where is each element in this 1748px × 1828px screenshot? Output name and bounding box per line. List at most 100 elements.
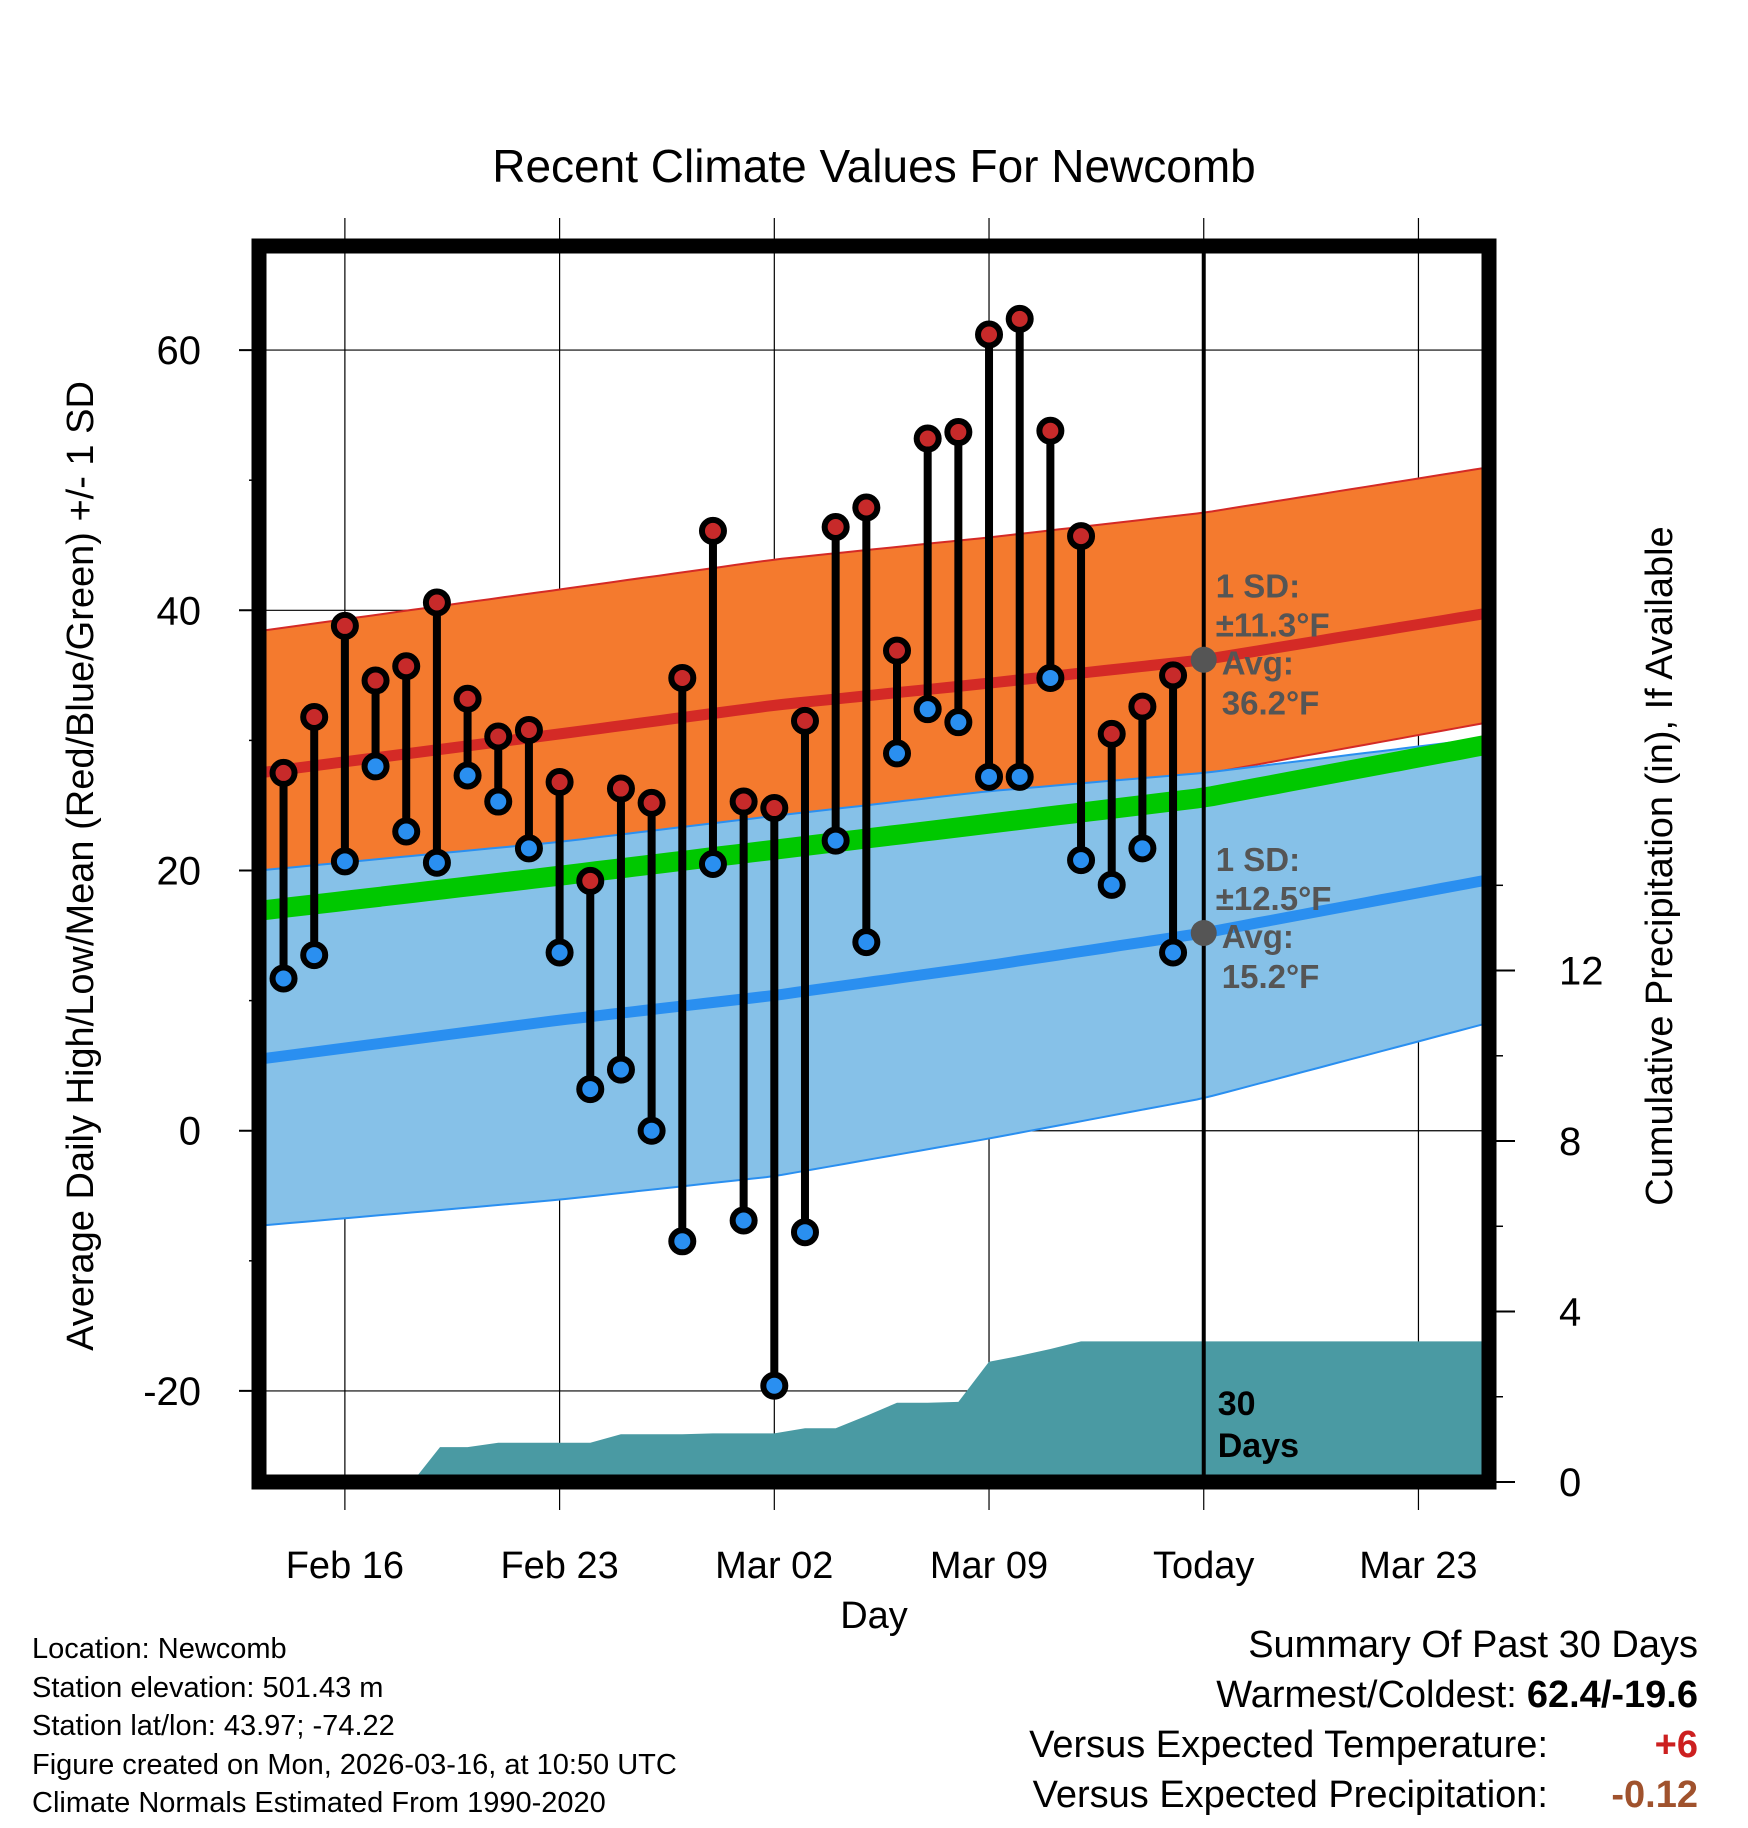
obs-high-point: [1128, 692, 1157, 721]
y2-tick-label: 12: [1559, 950, 1604, 994]
obs-high-point: [1005, 304, 1034, 333]
plot-frame: [251, 238, 1497, 1490]
obs-high-point: [1097, 719, 1126, 748]
high-sd-label: 1 SD:: [1216, 568, 1300, 605]
obs-low-point: [760, 1371, 789, 1400]
obs-high-point: [1036, 416, 1065, 445]
obs-high-point: [821, 513, 850, 542]
obs-low-point: [422, 848, 451, 877]
precipitation-area: [259, 1341, 1489, 1482]
obs-low-point: [1128, 834, 1157, 863]
precip-value: -0.12: [1611, 1774, 1698, 1816]
obs-low-point: [1159, 938, 1188, 967]
obs-high-point: [484, 722, 513, 751]
obs-low-point: [1097, 870, 1126, 899]
obs-low-point: [668, 1227, 697, 1256]
high-avg-marker: [1190, 646, 1217, 673]
y2-tick-label: 8: [1559, 1120, 1581, 1164]
obs-low-point: [576, 1075, 605, 1104]
low-avg-label: Avg:: [1222, 918, 1294, 955]
obs-high-point: [975, 320, 1004, 349]
y2-axis: 12 8 4 0: [1489, 884, 1604, 1505]
obs-low-point: [300, 941, 329, 970]
x-tick-label: Mar 23: [1359, 1545, 1477, 1587]
low-avg-value: 15.2°F: [1222, 958, 1320, 995]
obs-low-point: [545, 938, 574, 967]
x-tick-label: Mar 09: [930, 1545, 1048, 1587]
summary-box: Summary Of Past 30 Days Warmest/Coldest:…: [1029, 1620, 1698, 1820]
days-label: Days: [1218, 1427, 1299, 1465]
obs-high-point: [453, 684, 482, 713]
summary-temp: Versus Expected Temperature: +6: [1029, 1720, 1698, 1770]
station-info: Location: Newcomb Station elevation: 501…: [32, 1630, 677, 1823]
high-avg-value: 36.2°F: [1222, 685, 1320, 722]
x-tick-label: Today: [1153, 1545, 1254, 1587]
x-axis: Feb 16 Feb 23 Mar 02 Mar 09 Today Mar 23: [286, 1545, 1478, 1587]
obs-high-point: [361, 666, 390, 695]
summary-title: Summary Of Past 30 Days: [1248, 1624, 1698, 1666]
y-axis: 60 40 20 0 -20: [143, 329, 259, 1414]
temp-label: Versus Expected Temperature:: [1029, 1724, 1548, 1766]
obs-high-point: [668, 663, 697, 692]
obs-low-point: [1036, 663, 1065, 692]
y-tick-label: -20: [143, 1370, 201, 1414]
latlon-text: Station lat/lon: 43.97; -74.22: [32, 1710, 395, 1742]
obs-low-point: [269, 964, 298, 993]
precip-cumulative: [259, 1341, 1489, 1482]
low-sd-label: 1 SD:: [1216, 841, 1300, 878]
location-text: Location: Newcomb: [32, 1633, 287, 1665]
obs-low-point: [637, 1116, 666, 1145]
normals-text: Climate Normals Estimated From 1990-2020: [32, 1787, 606, 1819]
obs-low-point: [514, 834, 543, 863]
temp-value: +6: [1654, 1724, 1698, 1766]
obs-high-point: [576, 866, 605, 895]
obs-low-point: [1005, 762, 1034, 791]
normal-bands: [259, 466, 1489, 1227]
obs-high-point: [698, 516, 727, 545]
obs-low-point: [913, 695, 942, 724]
obs-low-point: [361, 752, 390, 781]
obs-high-point: [760, 794, 789, 823]
low-normal-line: [259, 874, 1489, 1065]
obs-high-point: [330, 611, 359, 640]
low-sd-value: ±12.5°F: [1216, 880, 1332, 917]
obs-low-point: [852, 928, 881, 957]
y-tick-label: 0: [179, 1110, 201, 1154]
obs-low-point: [453, 761, 482, 790]
y-tick-label: 20: [157, 850, 202, 894]
warmest-value: 62.4/-19.6: [1526, 1674, 1698, 1716]
x-tick-label: Feb 16: [286, 1545, 404, 1587]
obs-low-point: [606, 1055, 635, 1084]
x-tick-label: Mar 02: [715, 1545, 833, 1587]
obs-low-point: [821, 826, 850, 855]
y-tick-label: 60: [157, 329, 202, 373]
obs-high-point: [300, 702, 329, 731]
obs-high-point: [422, 588, 451, 617]
obs-high-point: [269, 758, 298, 787]
obs-high-point: [514, 715, 543, 744]
created-text: Figure created on Mon, 2026-03-16, at 10…: [32, 1748, 677, 1781]
obs-high-point: [545, 768, 574, 797]
obs-low-point: [790, 1218, 819, 1247]
elevation-text: Station elevation: 501.43 m: [32, 1671, 384, 1704]
days-count: 30: [1218, 1385, 1256, 1423]
obs-high-point: [637, 788, 666, 817]
obs-high-point: [852, 493, 881, 522]
y-tick-label: 40: [157, 589, 202, 633]
summary-warmest: Warmest/Coldest: 62.4/-19.6: [1029, 1670, 1698, 1720]
obs-low-point: [484, 787, 513, 816]
high-avg-label: Avg:: [1222, 645, 1294, 682]
x-tick-label: Feb 23: [500, 1545, 618, 1587]
y2-tick-label: 4: [1559, 1291, 1581, 1335]
high-sd-value: ±11.3°F: [1216, 607, 1330, 644]
obs-low-point: [392, 817, 421, 846]
mean-line: [259, 734, 1489, 921]
y2-axis-label: Cumulative Precipitation (in), If Availa…: [1639, 526, 1681, 1205]
low-avg-marker: [1190, 919, 1217, 946]
observations: [269, 304, 1188, 1400]
precip-label: Versus Expected Precipitation:: [1032, 1774, 1548, 1816]
y-axis-label: Average Daily High/Low/Mean (Red/Blue/Gr…: [60, 381, 102, 1351]
obs-high-point: [606, 774, 635, 803]
y2-tick-label: 0: [1559, 1461, 1581, 1505]
